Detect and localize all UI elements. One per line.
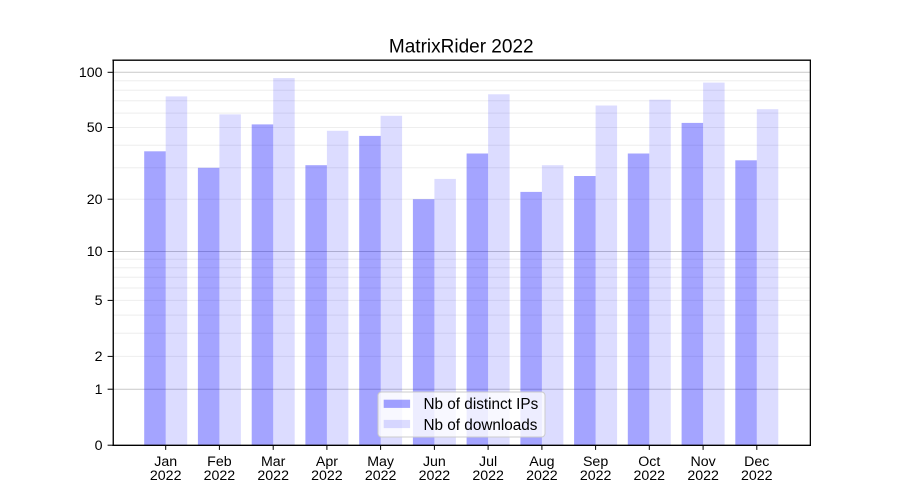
svg-text:5: 5	[95, 293, 103, 309]
svg-text:2022: 2022	[311, 468, 343, 484]
svg-text:MatrixRider 2022: MatrixRider 2022	[389, 36, 534, 57]
svg-text:2022: 2022	[257, 468, 289, 484]
svg-text:Sep: Sep	[583, 454, 608, 470]
svg-text:2022: 2022	[580, 468, 612, 484]
svg-text:2022: 2022	[687, 468, 719, 484]
svg-text:10: 10	[87, 244, 103, 260]
svg-text:2: 2	[95, 349, 103, 365]
svg-text:Oct: Oct	[638, 454, 660, 470]
svg-text:2022: 2022	[150, 468, 182, 484]
svg-text:20: 20	[87, 192, 103, 208]
svg-text:100: 100	[79, 65, 103, 81]
svg-text:Apr: Apr	[316, 454, 338, 470]
svg-text:Nov: Nov	[690, 454, 716, 470]
svg-text:2022: 2022	[419, 468, 451, 484]
svg-text:0: 0	[95, 438, 103, 454]
svg-text:Dec: Dec	[744, 454, 769, 470]
svg-text:2022: 2022	[741, 468, 773, 484]
svg-text:Aug: Aug	[529, 454, 554, 470]
svg-text:Mar: Mar	[261, 454, 286, 470]
svg-text:2022: 2022	[634, 468, 666, 484]
svg-text:Nb of distinct IPs: Nb of distinct IPs	[424, 396, 539, 413]
svg-text:50: 50	[87, 120, 103, 136]
svg-text:Jan: Jan	[154, 454, 177, 470]
svg-text:2022: 2022	[472, 468, 504, 484]
svg-text:Jul: Jul	[479, 454, 497, 470]
svg-text:2022: 2022	[526, 468, 558, 484]
svg-text:2022: 2022	[365, 468, 397, 484]
svg-text:Nb of downloads: Nb of downloads	[424, 417, 538, 434]
svg-text:Jun: Jun	[423, 454, 446, 470]
svg-text:Feb: Feb	[207, 454, 232, 470]
svg-text:May: May	[367, 454, 395, 470]
svg-text:1: 1	[95, 382, 103, 398]
svg-text:2022: 2022	[204, 468, 236, 484]
